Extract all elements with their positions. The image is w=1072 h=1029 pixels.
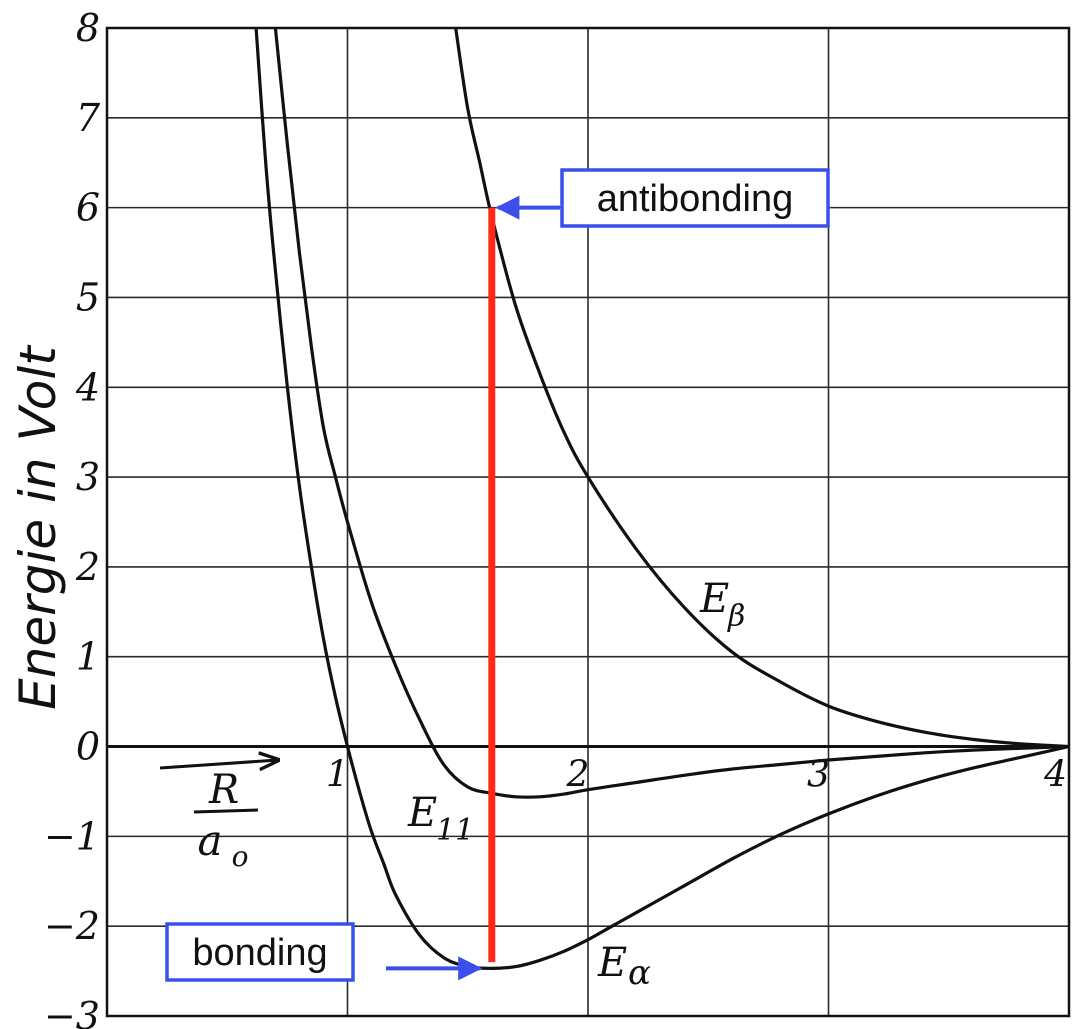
antibonding-box [560,168,830,228]
bonding-callout: bonding [165,922,483,982]
y-tick-label: 3 [76,455,100,499]
series-label-e-beta: E β [699,576,745,634]
x-label-fraction-bar [193,808,259,814]
y-tick-label: 1 [76,635,100,679]
x-axis-arrow [159,760,278,768]
y-tick-label: 2 [75,545,100,589]
x-tick-label: 1 [326,755,349,796]
y-tick-labels: 8 7 6 5 4 3 2 1 0 −1 −2 −3 [44,6,101,1029]
curve-e-beta [454,28,1069,749]
e-11-base: E [407,790,437,836]
y-axis-label: Energie in Volt [9,344,67,710]
x-label-denominator-sub: o [232,840,249,873]
series-label-e-alpha: E α [597,940,651,993]
x-tick-label: 3 [807,755,830,796]
x-tick-label: 2 [566,755,590,796]
e-alpha-sub: α [628,953,651,993]
antibonding-label: antibonding [597,178,794,220]
e-11-sub: 11 [436,813,474,848]
e-alpha-base: E [597,940,627,986]
series-label-e-11: E 11 [407,790,474,848]
y-tick-label: 6 [76,186,100,230]
x-tick-label: 4 [1043,755,1067,796]
antibonding-callout: antibonding [495,168,830,228]
x-label-numerator: R [208,767,239,813]
y-tick-label: 8 [76,6,100,50]
y-tick-label: 5 [76,275,100,319]
y-tick-label: 0 [76,725,100,769]
plot-frame [105,26,1071,1018]
curve-e-11 [273,28,1069,799]
y-tick-label: 7 [76,96,101,140]
y-tick-label: 4 [75,365,100,409]
y-tick-label: −2 [44,904,100,948]
x-tick-labels: 1 2 3 4 [326,755,1067,796]
y-tick-label: −1 [44,814,100,858]
x-axis-label: R a o [159,760,278,873]
y-tick-label: −3 [44,994,100,1029]
e-beta-sub: β [727,599,745,634]
e-beta-base: E [699,576,729,622]
bonding-box [165,922,355,982]
x-label-denominator: a [197,816,222,865]
bonding-label: bonding [192,932,327,974]
